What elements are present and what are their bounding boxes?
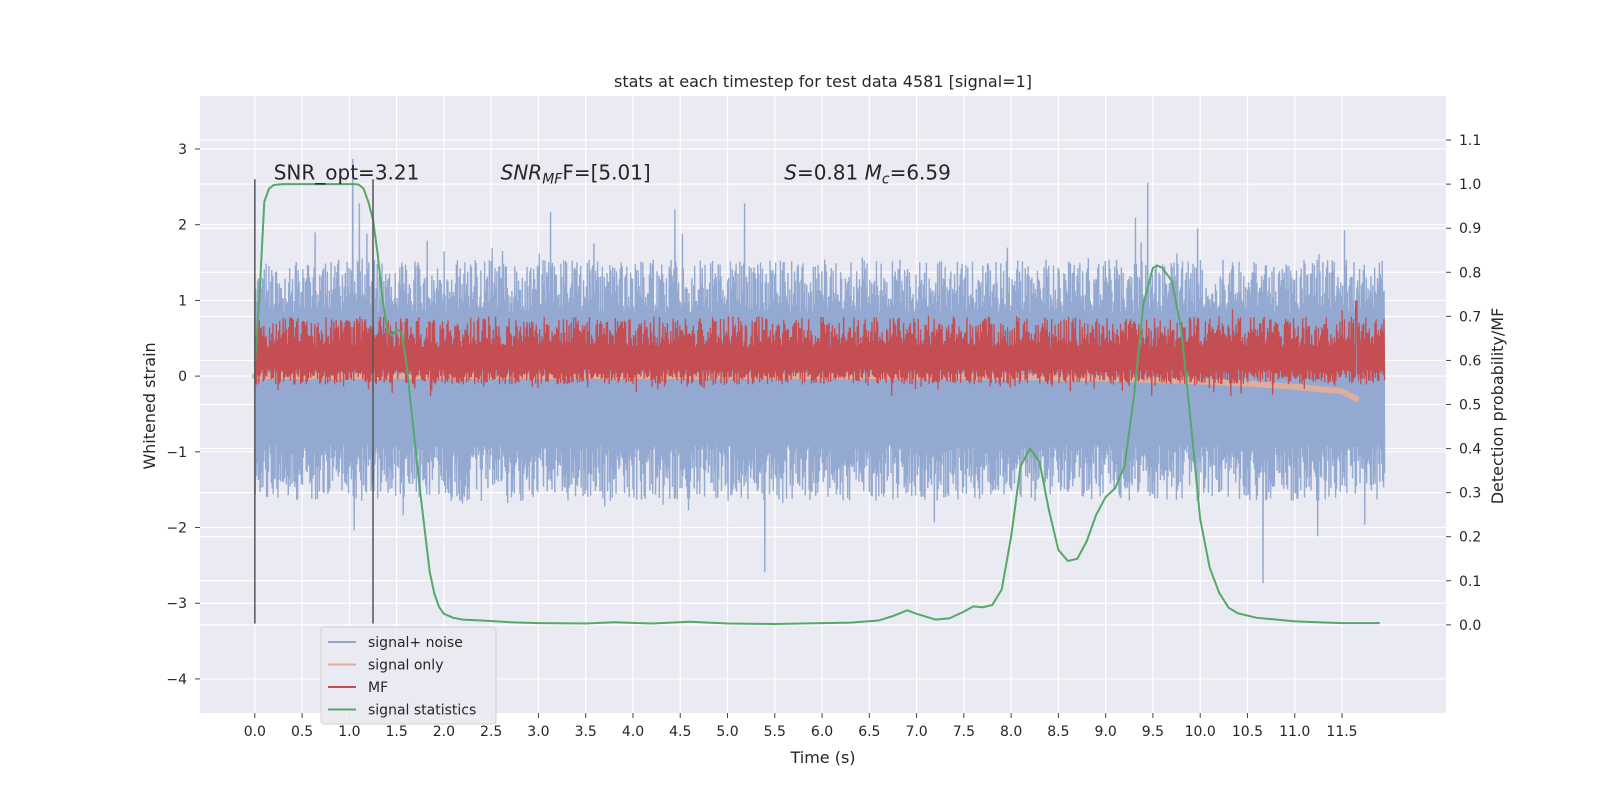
y-tick-label: 0	[178, 369, 187, 385]
vline-layer	[254, 179, 374, 624]
series-signal-noise-line	[254, 158, 1386, 584]
chart-title: stats at each timestep for test data 458…	[614, 72, 1032, 91]
y-tick-label: 3	[178, 142, 187, 158]
y2-tick-label: 1.1	[1459, 133, 1481, 149]
annotation-layer: SNR_opt=3.21 SNRMFF=[5.01] S=0.81 Mc=6.59	[274, 160, 951, 187]
y2-tick-label: 0.4	[1459, 442, 1481, 458]
x-axis-label: Time (s)	[789, 748, 855, 767]
x-tick-label: 7.0	[905, 724, 927, 740]
y-axis-label: Whitened strain	[140, 342, 159, 469]
y2-tick-label: 0.1	[1459, 574, 1481, 590]
x-tick-label: 4.5	[669, 724, 691, 740]
y-tick-label: −1	[166, 445, 187, 461]
x-tick-label: 11.5	[1326, 724, 1357, 740]
annotation-text: SNR_opt=3.21	[274, 160, 420, 184]
x-tick-label: 5.5	[764, 724, 786, 740]
x-tick-label: 1.5	[386, 724, 408, 740]
y-tick-label: −2	[166, 521, 187, 537]
y2-tick-label: 1.0	[1459, 177, 1481, 193]
y2-tick-label: 0.6	[1459, 353, 1481, 369]
x-tick-label: 10.5	[1232, 724, 1263, 740]
x-tick-label: 4.0	[622, 724, 644, 740]
x-tick-label: 6.0	[811, 724, 833, 740]
legend-label: signal only	[368, 658, 443, 674]
legend-label: signal+ noise	[368, 635, 463, 651]
y-tick-label: −4	[166, 672, 187, 688]
legend-box	[320, 626, 497, 725]
y-tick-label: −3	[166, 596, 187, 612]
legend: signal+ noise signal only MF signal statist…	[320, 626, 497, 725]
x-tick-label: 2.5	[480, 724, 502, 740]
annotation-text: SNRMFF=[5.01]	[501, 160, 651, 187]
y2-tick-label: 0.3	[1459, 486, 1481, 502]
x-tick-label: 8.5	[1047, 724, 1069, 740]
x-tick-label: 5.0	[716, 724, 738, 740]
x-tick-label: 3.0	[527, 724, 549, 740]
x-tick-label: 10.0	[1185, 724, 1216, 740]
x-tick-label: 0.0	[244, 724, 266, 740]
y2-axis-label: Detection probability/MF	[1488, 308, 1507, 505]
x-tick-label: 9.5	[1142, 724, 1164, 740]
x-tick-label: 3.5	[575, 724, 597, 740]
tick-layer: 0.0 0.5 1.0 1.5 2.0 2.5 3.0 3.5 4.0 4.5 5.0 5.5 6.0 6…	[166, 133, 1481, 740]
x-tick-label: 9.0	[1095, 724, 1117, 740]
x-tick-label: 11.0	[1279, 724, 1310, 740]
y2-tick-label: 0.7	[1459, 309, 1481, 325]
x-tick-label: 6.5	[858, 724, 880, 740]
x-tick-label: 7.5	[953, 724, 975, 740]
annotation-text: S=0.81 Mc=6.59	[784, 160, 951, 187]
y2-tick-label: 0.8	[1459, 265, 1481, 281]
x-tick-label: 1.0	[338, 724, 360, 740]
series-mf-line	[254, 300, 1386, 396]
y2-tick-label: 0.2	[1459, 530, 1481, 546]
legend-label: signal statistics	[368, 703, 476, 719]
y-tick-label: 1	[178, 293, 187, 309]
y-tick-label: 2	[178, 218, 187, 234]
x-tick-label: 2.0	[433, 724, 455, 740]
x-tick-label: 8.0	[1000, 724, 1022, 740]
y2-tick-label: 0.5	[1459, 398, 1481, 414]
x-tick-label: 0.5	[291, 724, 313, 740]
y2-tick-label: 0.0	[1459, 618, 1481, 634]
legend-label: MF	[368, 680, 388, 696]
y2-tick-label: 0.9	[1459, 221, 1481, 237]
series-layer	[251, 158, 1386, 625]
series-signal-statistics-line	[253, 183, 1380, 625]
